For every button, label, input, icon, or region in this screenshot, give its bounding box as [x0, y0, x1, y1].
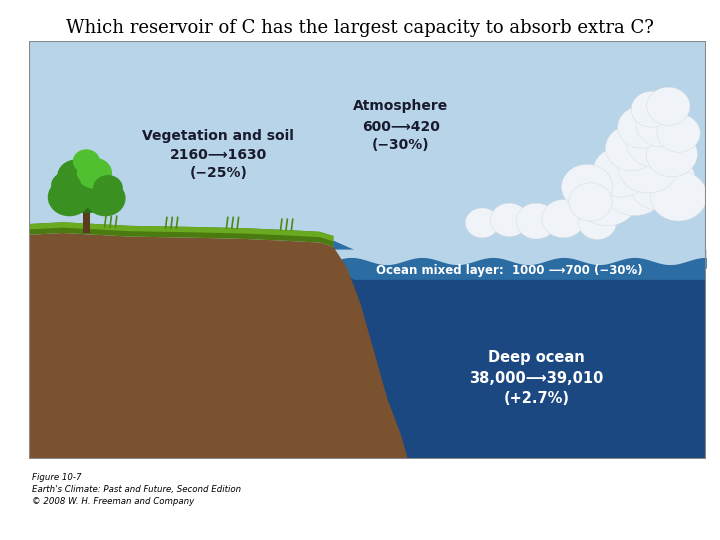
- Circle shape: [85, 180, 125, 216]
- Text: Ocean mixed layer:  1000 ⟶700 (−30%): Ocean mixed layer: 1000 ⟶700 (−30%): [376, 264, 643, 277]
- Circle shape: [577, 172, 638, 226]
- Circle shape: [618, 106, 665, 148]
- Circle shape: [606, 125, 657, 171]
- Circle shape: [647, 87, 690, 125]
- Circle shape: [562, 164, 613, 210]
- Circle shape: [569, 183, 612, 221]
- Circle shape: [626, 117, 683, 167]
- Circle shape: [646, 131, 698, 177]
- Circle shape: [77, 158, 112, 189]
- Text: Figure 10-7
Earth's Climate: Past and Future, Second Edition
© 2008 W. H. Freema: Figure 10-7 Earth's Climate: Past and Fu…: [32, 472, 241, 507]
- Text: 2160⟶1630: 2160⟶1630: [170, 148, 267, 163]
- Circle shape: [593, 147, 649, 197]
- Circle shape: [602, 158, 667, 215]
- Circle shape: [57, 159, 95, 193]
- Circle shape: [51, 172, 81, 198]
- Circle shape: [657, 114, 700, 152]
- Circle shape: [48, 178, 91, 216]
- Circle shape: [516, 203, 557, 239]
- Polygon shape: [333, 241, 706, 280]
- Text: Which reservoir of C has the largest capacity to absorb extra C?: Which reservoir of C has the largest cap…: [66, 19, 654, 37]
- Circle shape: [618, 139, 678, 193]
- Text: (−25%): (−25%): [189, 166, 247, 180]
- Circle shape: [578, 206, 616, 240]
- Text: (−30%): (−30%): [372, 138, 430, 152]
- FancyBboxPatch shape: [29, 40, 706, 459]
- Polygon shape: [29, 233, 408, 459]
- Circle shape: [631, 91, 672, 127]
- Circle shape: [465, 208, 499, 238]
- Polygon shape: [333, 241, 706, 280]
- Circle shape: [636, 102, 688, 147]
- Text: (+2.7%): (+2.7%): [503, 390, 570, 406]
- Polygon shape: [29, 222, 333, 241]
- Text: 38,000⟶39,010: 38,000⟶39,010: [469, 371, 603, 386]
- Text: Atmosphere: Atmosphere: [354, 99, 449, 113]
- Text: Deep ocean: Deep ocean: [488, 350, 585, 365]
- Text: 600⟶420: 600⟶420: [362, 120, 440, 134]
- Circle shape: [58, 163, 114, 213]
- FancyBboxPatch shape: [83, 209, 90, 233]
- Circle shape: [650, 171, 707, 221]
- Polygon shape: [29, 222, 333, 247]
- Circle shape: [73, 149, 100, 173]
- FancyBboxPatch shape: [333, 280, 706, 459]
- Circle shape: [490, 203, 528, 237]
- Circle shape: [93, 175, 123, 201]
- Circle shape: [542, 200, 585, 238]
- Polygon shape: [333, 265, 706, 459]
- Text: Vegetation and soil: Vegetation and soil: [143, 129, 294, 143]
- Circle shape: [628, 151, 696, 211]
